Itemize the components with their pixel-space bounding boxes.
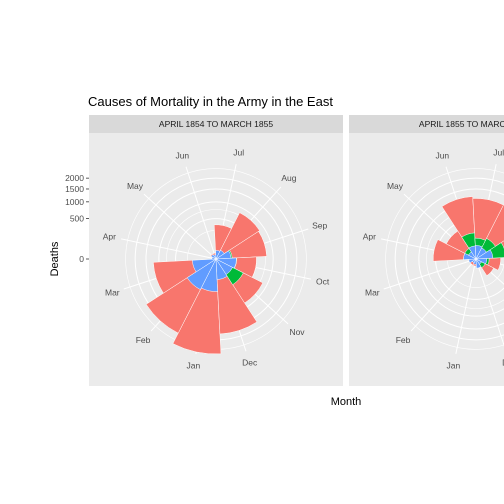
wedge-other-feb bbox=[186, 258, 217, 290]
wedge-other-sep bbox=[475, 249, 494, 260]
month-label-dec: Dec bbox=[502, 358, 504, 368]
grid-spoke bbox=[383, 258, 477, 290]
month-label-jan: Jan bbox=[186, 361, 200, 371]
x-axis-title: Month bbox=[331, 396, 362, 408]
y-tick-label: 2000 bbox=[65, 173, 84, 183]
wedge-disease-dec bbox=[215, 258, 258, 335]
grid-spoke bbox=[475, 258, 504, 347]
grid-spoke bbox=[455, 258, 477, 354]
grid-circle bbox=[405, 188, 504, 330]
month-label-may: May bbox=[127, 181, 144, 191]
facet-panels: APRIL 1854 TO MARCH 1855 Jan Feb Mar Apr May J… bbox=[89, 115, 504, 386]
facet-strip bbox=[89, 115, 343, 133]
y-tick-label: 0 bbox=[79, 254, 84, 264]
wedge-other-mar bbox=[192, 258, 217, 273]
month-label-may: May bbox=[387, 181, 404, 191]
grid-spoke bbox=[185, 166, 217, 260]
month-label-aug: Aug bbox=[281, 173, 296, 183]
facet-strip bbox=[349, 115, 504, 133]
y-tick-label: 1000 bbox=[65, 197, 84, 207]
month-label-jun: Jun bbox=[175, 150, 189, 160]
month-label-oct: Oct bbox=[316, 277, 330, 287]
grid-circle-minor bbox=[385, 168, 504, 350]
grid-spoke bbox=[143, 193, 217, 260]
y-tick-label: 500 bbox=[70, 214, 84, 224]
facet-panel: APRIL 1855 TO MARCH 1856 Jan Feb Mar Apr May J… bbox=[349, 115, 504, 386]
wedge-other-oct bbox=[475, 258, 488, 265]
month-label-feb: Feb bbox=[136, 335, 151, 345]
month-label-jan: Jan bbox=[446, 361, 460, 371]
grid-circle bbox=[394, 177, 504, 341]
month-label-dec: Dec bbox=[242, 358, 258, 368]
month-label-mar: Mar bbox=[105, 288, 120, 298]
facet-strip-label: APRIL 1855 TO MARCH 1856 bbox=[419, 119, 504, 129]
y-tick-label: 1500 bbox=[65, 184, 84, 194]
wedge-other-dec bbox=[215, 258, 228, 280]
facet-strip-label: APRIL 1854 TO MARCH 1855 bbox=[159, 119, 273, 129]
month-label-mar: Mar bbox=[365, 288, 380, 298]
month-label-feb: Feb bbox=[396, 335, 411, 345]
wedge-other-jul bbox=[475, 245, 483, 260]
month-label-jul: Jul bbox=[233, 147, 244, 157]
wedge-other-may bbox=[210, 254, 217, 260]
facet-panel: APRIL 1854 TO MARCH 1855 Jan Feb Mar Apr May J… bbox=[89, 115, 343, 386]
grid-spoke bbox=[121, 238, 217, 260]
wedge-disease-aug bbox=[215, 212, 260, 260]
y-axis-title: Deaths bbox=[49, 241, 61, 276]
wedge-other-oct bbox=[215, 257, 237, 269]
chart-title: Causes of Mortality in the Army in the E… bbox=[88, 94, 333, 109]
grid-spoke bbox=[410, 258, 477, 332]
month-label-apr: Apr bbox=[363, 231, 376, 241]
month-label-jul: Jul bbox=[493, 147, 504, 157]
wedge-other-apr bbox=[463, 252, 477, 260]
month-label-apr: Apr bbox=[103, 231, 116, 241]
month-label-nov: Nov bbox=[289, 327, 305, 337]
month-label-sep: Sep bbox=[312, 220, 327, 230]
month-label-jun: Jun bbox=[435, 150, 449, 160]
wedge-other-dec bbox=[475, 258, 482, 269]
